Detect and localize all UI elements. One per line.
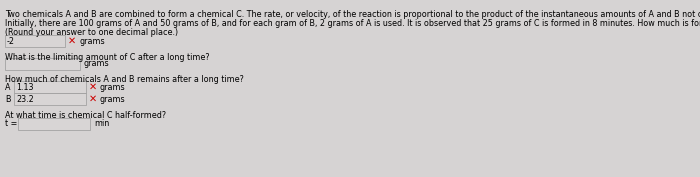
Text: A: A <box>5 82 10 92</box>
Text: -2: -2 <box>7 36 15 45</box>
Text: min: min <box>94 119 109 129</box>
Text: ✕: ✕ <box>68 36 76 46</box>
FancyBboxPatch shape <box>5 58 80 70</box>
Text: (Round your answer to one decimal place.): (Round your answer to one decimal place.… <box>5 28 178 37</box>
Text: What is the limiting amount of C after a long time?: What is the limiting amount of C after a… <box>5 53 209 62</box>
Text: How much of chemicals A and B remains after a long time?: How much of chemicals A and B remains af… <box>5 75 244 84</box>
Text: 1.13: 1.13 <box>16 82 34 92</box>
Text: t =: t = <box>5 119 18 129</box>
FancyBboxPatch shape <box>14 93 86 105</box>
Text: ✕: ✕ <box>89 82 97 92</box>
FancyBboxPatch shape <box>18 118 90 130</box>
Text: At what time is chemical C half-formed?: At what time is chemical C half-formed? <box>5 111 166 120</box>
Text: B: B <box>5 95 10 104</box>
Text: grams: grams <box>79 36 104 45</box>
Text: Initially, there are 100 grams of A and 50 grams of B, and for each gram of B, 2: Initially, there are 100 grams of A and … <box>5 19 700 28</box>
Text: grams: grams <box>100 82 125 92</box>
FancyBboxPatch shape <box>14 81 86 93</box>
FancyBboxPatch shape <box>5 35 65 47</box>
Text: ✕: ✕ <box>89 94 97 104</box>
Text: Two chemicals A and B are combined to form a chemical C. The rate, or velocity, : Two chemicals A and B are combined to fo… <box>5 10 700 19</box>
Text: 23.2: 23.2 <box>16 95 34 104</box>
Text: grams: grams <box>84 59 110 68</box>
Text: grams: grams <box>100 95 125 104</box>
